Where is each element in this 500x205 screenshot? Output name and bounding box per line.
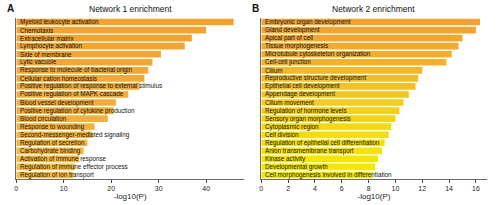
svg-text:Embryonic organ development: Embryonic organ development xyxy=(265,18,351,26)
svg-text:8: 8 xyxy=(367,185,371,192)
svg-text:Chemotaxis: Chemotaxis xyxy=(20,27,53,34)
svg-text:Developmental growth: Developmental growth xyxy=(265,163,328,171)
svg-text:Side of membrane: Side of membrane xyxy=(20,51,72,58)
svg-text:Reproductive structure develop: Reproductive structure development xyxy=(265,74,366,82)
svg-text:Gland development: Gland development xyxy=(265,26,320,34)
svg-text:Lymphocyte activation: Lymphocyte activation xyxy=(20,42,83,50)
svg-text:Blood circulation: Blood circulation xyxy=(20,115,67,122)
svg-text:A: A xyxy=(7,3,14,14)
svg-text:14: 14 xyxy=(445,185,453,192)
svg-text:0: 0 xyxy=(259,185,263,192)
svg-text:30: 30 xyxy=(155,185,163,192)
svg-text:12: 12 xyxy=(418,185,426,192)
svg-text:Network 1 enrichment: Network 1 enrichment xyxy=(89,4,172,14)
svg-text:Positive regulation of MAPK ca: Positive regulation of MAPK cascade xyxy=(20,90,124,98)
svg-text:Microtubule cytoskeleton organ: Microtubule cytoskeleton organization xyxy=(265,50,371,58)
svg-text:Cell division: Cell division xyxy=(265,131,299,138)
svg-text:Positive regulation of respons: Positive regulation of response to exter… xyxy=(20,82,162,90)
svg-text:Regulation of hormone levels: Regulation of hormone levels xyxy=(265,107,347,115)
svg-text:Carbohydrate binding: Carbohydrate binding xyxy=(20,147,81,155)
svg-text:Response to wounding: Response to wounding xyxy=(20,123,85,131)
svg-text:Apical part of cell: Apical part of cell xyxy=(265,34,313,42)
svg-text:10: 10 xyxy=(60,185,68,192)
svg-text:Cytoplasmic region: Cytoplasmic region xyxy=(265,123,319,131)
svg-text:Appendage development: Appendage development xyxy=(265,90,335,98)
svg-text:-log10(P): -log10(P) xyxy=(357,192,390,201)
svg-text:Epithelial cell development: Epithelial cell development xyxy=(265,82,340,90)
svg-text:Cell morphogenesis involved in: Cell morphogenesis involved in different… xyxy=(265,171,392,179)
svg-text:Extracellular matrix: Extracellular matrix xyxy=(20,35,74,42)
svg-text:Regulation of ion transport: Regulation of ion transport xyxy=(20,171,94,179)
svg-text:Kinase activity: Kinase activity xyxy=(265,155,306,163)
svg-text:2: 2 xyxy=(286,185,290,192)
svg-text:4: 4 xyxy=(313,185,317,192)
svg-text:Network 2 enrichment: Network 2 enrichment xyxy=(332,4,415,14)
svg-text:Response to molecule of bacter: Response to molecule of bacterial origin xyxy=(20,66,133,74)
svg-text:-log10(P): -log10(P) xyxy=(114,192,147,201)
svg-text:Positive regulation of cytokin: Positive regulation of cytokine producti… xyxy=(20,107,135,115)
svg-text:Lytic vacuole: Lytic vacuole xyxy=(20,58,57,66)
svg-text:Second-messenger-mediated sign: Second-messenger-mediated signaling xyxy=(20,131,130,139)
svg-text:Cellular cation homeostasis: Cellular cation homeostasis xyxy=(20,75,97,82)
svg-text:Blood vessel development: Blood vessel development xyxy=(20,99,94,107)
svg-text:40: 40 xyxy=(202,185,210,192)
svg-text:6: 6 xyxy=(340,185,344,192)
svg-text:Activation of immune response: Activation of immune response xyxy=(20,155,107,163)
svg-text:Regulation of immune effector: Regulation of immune effector process xyxy=(20,163,128,171)
svg-text:Myeloid leukocyte activation: Myeloid leukocyte activation xyxy=(20,18,99,26)
svg-text:Regulation of secretion: Regulation of secretion xyxy=(20,139,85,147)
svg-text:Tissue morphogenesis: Tissue morphogenesis xyxy=(265,42,328,50)
svg-text:20: 20 xyxy=(107,185,115,192)
svg-text:Anion transmembrane transport: Anion transmembrane transport xyxy=(265,147,354,155)
svg-text:Cilium: Cilium xyxy=(265,67,283,74)
svg-text:0: 0 xyxy=(14,185,18,192)
svg-text:Regulation of epithelial cell: Regulation of epithelial cell differenti… xyxy=(265,139,380,147)
svg-text:B: B xyxy=(252,3,259,14)
svg-text:Sensory organ morphogenesis: Sensory organ morphogenesis xyxy=(265,115,351,123)
svg-text:Cilium movement: Cilium movement xyxy=(265,99,314,106)
svg-text:Cell-cell junction: Cell-cell junction xyxy=(265,58,311,66)
svg-text:10: 10 xyxy=(392,185,400,192)
svg-text:16: 16 xyxy=(472,185,480,192)
